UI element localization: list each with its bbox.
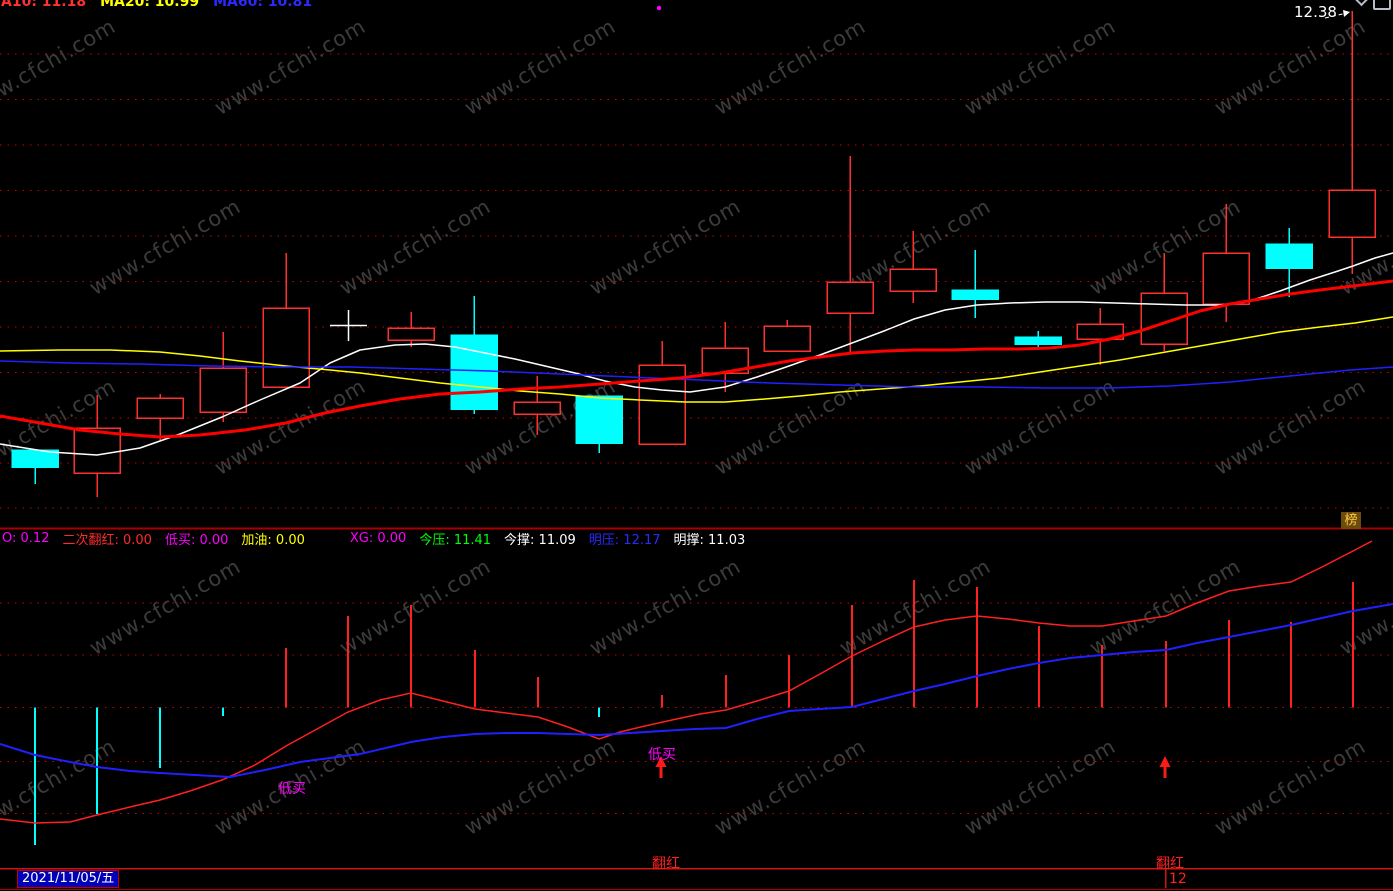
ma-label: MA20: 10.99 <box>100 0 200 10</box>
date-label: 2021/11/05/五 <box>17 870 120 888</box>
price-pointer-arrowhead <box>1343 10 1350 17</box>
signal-label: 翻红 <box>1156 856 1184 872</box>
indicator-item: 今撑: 11.09 <box>504 532 576 548</box>
indicator-item: O: 0.12 <box>2 530 50 546</box>
indicator-item: 明压: 12.17 <box>588 532 661 548</box>
indicator-item: 今压: 11.41 <box>419 532 492 548</box>
fast-line <box>0 540 1373 824</box>
slow-line <box>0 603 1393 779</box>
up-candle-21 <box>1328 189 1376 238</box>
up-candle-6 <box>387 327 435 341</box>
indicator-item: 明撑: 11.03 <box>673 532 746 548</box>
indicator-item: 二次翻红: 0.00 <box>62 532 152 548</box>
signal-label: 低买 <box>648 747 676 763</box>
magenta-dot <box>656 5 662 11</box>
down-candle-16 <box>1014 336 1062 345</box>
up-candle-13 <box>826 281 874 314</box>
down-candle-7 <box>450 334 498 410</box>
ma-label: MA60: 10.81 <box>213 0 313 10</box>
up-candle-12 <box>763 325 811 352</box>
down-candle-15 <box>951 289 999 300</box>
price-annotation: 12.38 <box>1294 3 1337 21</box>
indicator-item: XG: 0.00 <box>349 530 407 546</box>
ma60 <box>0 360 1393 389</box>
up-candle-19 <box>1202 252 1250 305</box>
ma-legend: A10: 11.18 MA20: 10.99 MA60: 10.81 <box>1 0 312 10</box>
indicator-value-bar: O: 0.12 二次翻红: 0.00 低买: 0.00 加油: 0.00 XG: 0.0… <box>2 530 758 548</box>
up-candle-4 <box>262 307 310 388</box>
window-button-icon[interactable] <box>1373 0 1391 10</box>
down-candle-20 <box>1265 243 1313 269</box>
up-candle-3 <box>199 367 247 413</box>
buy-arrow-head <box>1159 756 1171 767</box>
ma-label: A10: 11.18 <box>1 0 87 10</box>
up-candle-8 <box>513 401 561 415</box>
up-candle-17 <box>1076 323 1124 340</box>
indicator-item: 低买: 0.00 <box>164 532 229 548</box>
month-axis-label: 12 <box>1169 871 1187 887</box>
up-candle-1 <box>73 427 121 474</box>
price-pointer-arrow <box>1324 12 1348 19</box>
signal-label: 低买 <box>278 781 306 797</box>
bull-line <box>0 279 1393 439</box>
ma10 <box>0 252 1393 456</box>
buy-arrow-head <box>655 756 667 767</box>
signal-label: 翻红 <box>652 856 680 872</box>
indicator-item: 加油: 0.00 <box>241 532 305 548</box>
down-candle-9 <box>575 395 623 444</box>
rank-tab[interactable]: 榜 <box>1341 512 1361 529</box>
ma20 <box>0 316 1393 403</box>
up-candle-14 <box>889 268 937 292</box>
up-candle-2 <box>136 397 184 419</box>
